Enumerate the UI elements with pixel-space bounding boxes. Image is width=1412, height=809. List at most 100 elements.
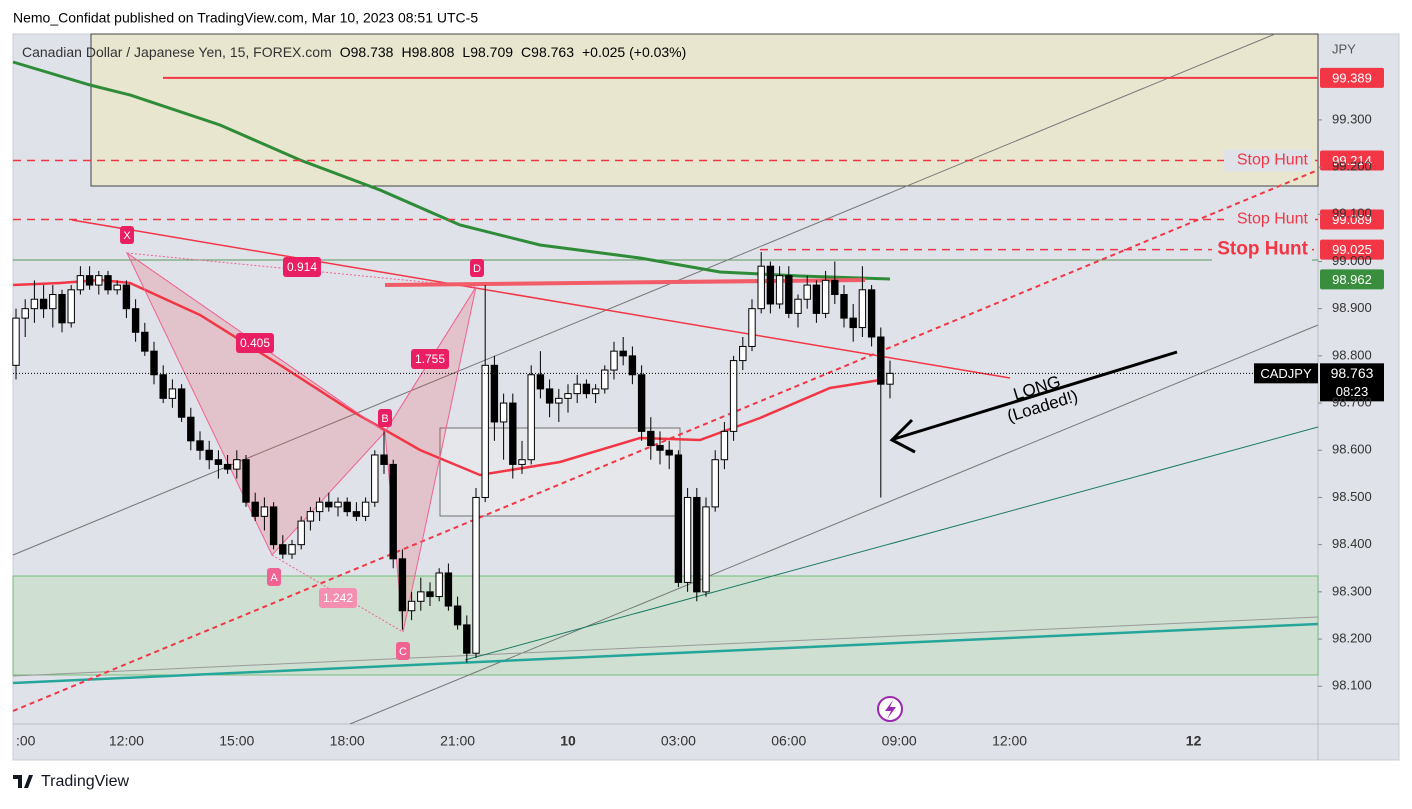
candle-body <box>251 501 259 517</box>
candle-body <box>67 289 75 324</box>
candle-body <box>325 501 333 508</box>
candle-body <box>122 284 131 310</box>
candle-body <box>582 383 591 395</box>
candle-body <box>85 275 94 286</box>
candle-body <box>545 388 554 404</box>
candle-body <box>877 336 885 385</box>
candle-body <box>343 501 351 513</box>
pattern-ratio-bg <box>236 333 274 353</box>
candle-body <box>435 572 443 598</box>
y-tick-label: 98.300 <box>1332 583 1372 598</box>
change: +0.025 (+0.03%) <box>582 44 686 60</box>
symbol: Canadian Dollar / Japanese Yen, 15, FORE… <box>22 44 332 60</box>
candle-body <box>104 275 112 291</box>
price-tag-label: 98.763 <box>1331 365 1374 381</box>
candle-body <box>417 591 425 602</box>
pattern-ratio: 0.405 <box>240 336 270 350</box>
currency: JPY <box>1332 41 1356 56</box>
candle-body <box>297 520 305 546</box>
channel-line <box>12 33 1276 556</box>
axes: 98.100 98.200 98.300 98.400 98.500 98.600 98.7… <box>16 111 1372 748</box>
logo-text: TradingView <box>41 773 129 790</box>
candle-body <box>242 459 250 503</box>
arrow-shaft <box>893 350 1178 441</box>
published-line: Nemo_Confidat published on TradingView.c… <box>13 10 478 26</box>
candle-body <box>729 360 738 432</box>
candle-body <box>647 430 655 447</box>
x-tick-label: 12:00 <box>992 733 1027 749</box>
y-tick-label: 98.500 <box>1332 489 1372 504</box>
price-tag <box>1320 67 1384 88</box>
trend-line <box>71 219 1011 379</box>
candle-body <box>665 449 673 456</box>
x-tick-label: 21:00 <box>440 733 475 749</box>
pattern-point-bg <box>120 226 134 244</box>
ohlc-label: C <box>521 44 531 60</box>
candle-body <box>785 275 793 314</box>
x-tick-label: 12 <box>1186 733 1202 749</box>
trend-line <box>12 622 1319 685</box>
price-line-text: Stop Hunt <box>1237 152 1309 169</box>
y-tick-label: 99.000 <box>1332 253 1372 268</box>
candle-body <box>279 544 287 555</box>
arrow-head <box>889 418 916 454</box>
candle-body <box>150 350 158 376</box>
candle-body <box>334 501 342 508</box>
y-tick-label: 98.200 <box>1332 630 1372 645</box>
candle-body <box>739 345 747 362</box>
x-tick-label: 06:00 <box>771 733 806 749</box>
candle-body <box>748 308 756 347</box>
pattern-point: A <box>270 572 278 584</box>
pattern-point-bg <box>267 568 281 586</box>
candle-body <box>352 511 361 517</box>
candle-body <box>389 463 397 560</box>
y-tick-label: 98.100 <box>1332 678 1372 693</box>
candle-body <box>426 591 434 598</box>
x-tick-label: 18:00 <box>330 733 365 749</box>
candle-body <box>573 383 581 395</box>
price-tag <box>1320 150 1384 171</box>
y-tick-label: 98.900 <box>1332 300 1372 315</box>
ohlc-value: 98.763 <box>531 44 574 60</box>
x-tick-label: 12:00 <box>109 733 144 749</box>
candle-body <box>196 440 204 451</box>
candle-body <box>693 496 701 593</box>
price-tag-label: 99.389 <box>1332 70 1372 85</box>
candle-body <box>30 298 39 310</box>
x-tick-label: 15:00 <box>219 733 254 749</box>
candle-body <box>159 374 167 399</box>
candle-body <box>775 275 784 305</box>
ohlc-value: 98.709 <box>470 44 513 60</box>
candle-body <box>177 388 186 418</box>
candle-body <box>76 275 85 291</box>
y-tick-label: 98.700 <box>1332 395 1372 410</box>
candle-body <box>288 544 296 555</box>
candle-body <box>131 308 140 333</box>
candle-body <box>380 454 388 465</box>
candle-body <box>683 496 692 583</box>
price-tag-label: 99.214 <box>1332 153 1372 168</box>
candle-body <box>555 397 563 404</box>
moving-average <box>12 60 891 281</box>
symbol-tag <box>1254 363 1318 384</box>
candle-body <box>536 374 545 390</box>
candle-body <box>398 558 407 612</box>
x-tick-label: 10 <box>560 733 576 749</box>
price-tag-label: 99.025 <box>1332 242 1372 257</box>
candle-body <box>601 369 609 390</box>
candle-body <box>821 279 830 314</box>
candle-body <box>463 624 471 654</box>
candle-body <box>527 374 535 461</box>
candle-body <box>481 364 489 498</box>
candle-body <box>757 265 765 310</box>
candle-body <box>168 388 177 399</box>
demand-zone <box>12 575 1319 676</box>
candle-body <box>371 454 379 503</box>
pattern-ratio: 1.755 <box>415 352 445 366</box>
label-bg <box>1212 238 1312 261</box>
candle-body <box>564 393 572 399</box>
annotation-arrow <box>889 350 1178 454</box>
ohlc-label: H <box>401 44 411 60</box>
candle-body <box>233 459 241 470</box>
